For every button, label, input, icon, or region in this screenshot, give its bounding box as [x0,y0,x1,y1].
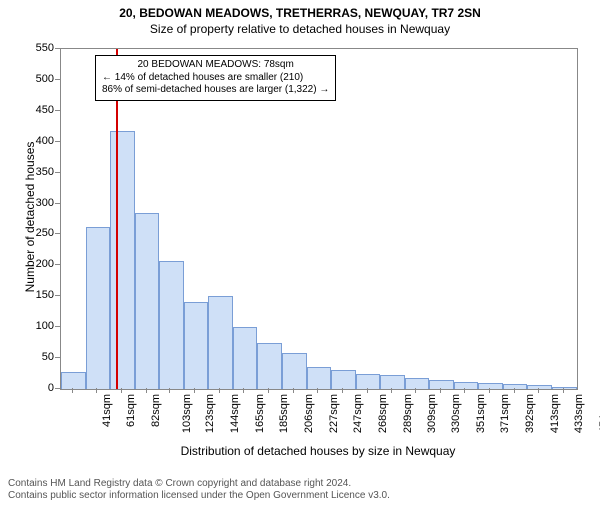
x-tick-mark [538,388,539,393]
x-tick-mark [440,388,441,393]
x-tick-mark [121,388,122,393]
histogram-bar [552,387,577,389]
histogram-bar [527,385,552,389]
footer-line1: Contains HM Land Registry data © Crown c… [8,478,390,490]
x-tick-label: 144sqm [229,394,241,433]
y-tick-mark [55,79,60,80]
histogram-bar [110,131,135,389]
annotation-box: 20 BEDOWAN MEADOWS: 78sqm ← 14% of detac… [95,55,336,101]
x-tick-mark [194,388,195,393]
histogram-bar [331,370,356,389]
y-tick-mark [55,172,60,173]
x-tick-label: 61sqm [125,394,137,427]
histogram-bar [307,367,332,389]
x-tick-label: 82sqm [150,394,162,427]
histogram-bar [405,378,430,389]
x-tick-label: 309sqm [426,394,438,433]
x-tick-label: 289sqm [402,394,414,433]
histogram-bar [257,343,282,389]
x-tick-label: 392sqm [524,394,536,433]
x-tick-mark [367,388,368,393]
x-tick-label: 330sqm [451,394,463,433]
histogram-bar [380,375,405,389]
y-tick-label: 50 [24,351,54,363]
page-title-line1: 20, BEDOWAN MEADOWS, TRETHERRAS, NEWQUAY… [0,6,600,20]
x-tick-label: 41sqm [101,394,113,427]
y-tick-label: 450 [24,104,54,116]
x-tick-mark [219,388,220,393]
y-tick-mark [55,388,60,389]
y-tick-label: 250 [24,227,54,239]
annotation-line2: ← 14% of detached houses are smaller (21… [102,72,329,85]
x-tick-label: 351sqm [476,394,488,433]
x-tick-mark [146,388,147,393]
x-tick-mark [391,388,392,393]
histogram-bar [478,383,503,389]
histogram-bar [184,302,209,389]
y-tick-mark [55,110,60,111]
y-tick-mark [55,141,60,142]
footer-attribution: Contains HM Land Registry data © Crown c… [8,478,390,502]
page-title-line2: Size of property relative to detached ho… [0,22,600,36]
x-tick-mark [243,388,244,393]
x-tick-label: 123sqm [205,394,217,433]
x-tick-mark [563,388,564,393]
y-tick-label: 200 [24,258,54,270]
y-tick-label: 300 [24,197,54,209]
x-tick-mark [96,388,97,393]
histogram-bar [503,384,528,389]
x-tick-mark [489,388,490,393]
y-axis-label: Number of detached houses [23,132,37,302]
x-tick-label: 433sqm [573,394,585,433]
y-tick-mark [55,326,60,327]
x-tick-label: 206sqm [303,394,315,433]
x-tick-mark [514,388,515,393]
x-tick-mark [293,388,294,393]
annotation-line1: 20 BEDOWAN MEADOWS: 78sqm [102,59,329,72]
histogram-bar [429,380,454,389]
y-tick-label: 550 [24,42,54,54]
histogram-bar [356,374,381,389]
annotation-line3: 86% of semi-detached houses are larger (… [102,84,329,97]
x-tick-label: 268sqm [377,394,389,433]
x-tick-label: 227sqm [328,394,340,433]
x-tick-mark [72,388,73,393]
x-tick-mark [268,388,269,393]
x-tick-label: 103sqm [181,394,193,433]
x-tick-mark [415,388,416,393]
y-tick-mark [55,203,60,204]
x-tick-label: 413sqm [549,394,561,433]
y-tick-label: 400 [24,135,54,147]
histogram-bar [208,296,233,389]
x-tick-mark [317,388,318,393]
x-tick-label: 185sqm [278,394,290,433]
x-tick-mark [464,388,465,393]
histogram-bar [454,382,479,389]
y-tick-label: 100 [24,320,54,332]
y-tick-mark [55,48,60,49]
y-tick-label: 0 [24,382,54,394]
y-tick-label: 350 [24,166,54,178]
histogram-bar [233,327,258,389]
x-tick-label: 247sqm [352,394,364,433]
x-tick-label: 371sqm [499,394,511,433]
histogram-bar [61,372,86,389]
histogram-bar [159,261,184,389]
y-tick-mark [55,264,60,265]
y-tick-mark [55,357,60,358]
histogram-bar [86,227,111,389]
x-axis-label: Distribution of detached houses by size … [60,444,576,458]
x-tick-mark [342,388,343,393]
histogram-bar [135,213,160,389]
y-tick-label: 150 [24,289,54,301]
x-tick-label: 165sqm [254,394,266,433]
footer-line2: Contains public sector information licen… [8,490,390,502]
y-tick-mark [55,233,60,234]
y-tick-label: 500 [24,73,54,85]
x-tick-mark [169,388,170,393]
y-tick-mark [55,295,60,296]
histogram-bar [282,353,307,389]
